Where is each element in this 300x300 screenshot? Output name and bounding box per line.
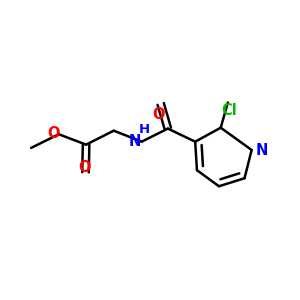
Text: Cl: Cl [221, 103, 237, 118]
Text: N: N [129, 134, 141, 149]
Text: H: H [139, 123, 150, 136]
Text: N: N [256, 142, 268, 158]
Text: O: O [152, 107, 165, 122]
Text: O: O [47, 126, 60, 141]
Text: O: O [79, 160, 91, 175]
